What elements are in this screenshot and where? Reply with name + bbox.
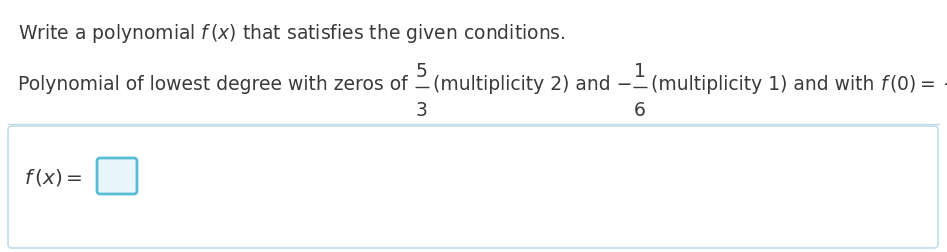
Text: (multiplicity 1) and with: (multiplicity 1) and with [651,75,881,94]
FancyBboxPatch shape [97,158,137,194]
Text: Polynomial of lowest degree with zeros of: Polynomial of lowest degree with zeros o… [18,75,414,94]
FancyBboxPatch shape [8,127,938,248]
Text: 3: 3 [416,101,427,119]
Text: 6: 6 [634,101,646,119]
Text: 5: 5 [416,62,427,81]
Text: $f\,(x) =$: $f\,(x) =$ [24,166,82,187]
Text: (multiplicity 2) and −: (multiplicity 2) and − [433,75,632,94]
Text: 1: 1 [634,62,646,81]
Text: Write a polynomial $f\,(x)$ that satisfies the given conditions.: Write a polynomial $f\,(x)$ that satisfi… [18,21,565,44]
Text: $f\,(0) = -75$.: $f\,(0) = -75$. [881,73,947,94]
